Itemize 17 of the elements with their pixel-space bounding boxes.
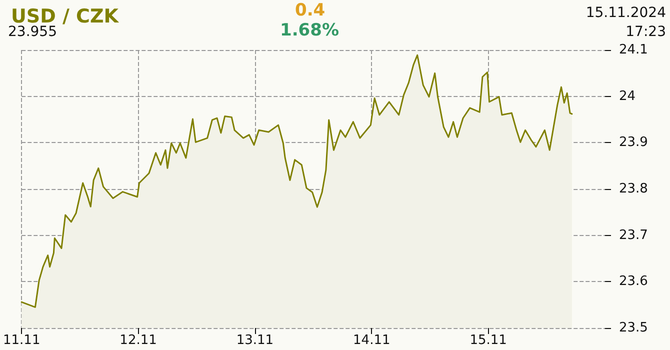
y-tick-label: 24.1 xyxy=(619,42,648,58)
y-tick-label: 23.5 xyxy=(619,320,648,336)
text: 0.4 xyxy=(294,0,326,20)
x-tick-label: 13.11 xyxy=(236,333,274,348)
text: 17:23 xyxy=(626,24,666,40)
text: 15.11.2024 xyxy=(586,5,666,21)
x-tick-label: 11.11 xyxy=(3,333,40,348)
x-tick-label: 12.11 xyxy=(120,333,157,348)
text: 1.68% xyxy=(280,20,339,40)
x-tick-label: 14.11 xyxy=(353,333,390,348)
y-tick-label: 24 xyxy=(619,88,636,104)
text: 23.955 xyxy=(8,24,57,40)
y-tick-label: 23.8 xyxy=(619,182,648,196)
y-tick-label: 23.6 xyxy=(619,274,648,290)
y-tick-label: 23.7 xyxy=(619,228,648,243)
x-tick-label: 15.11 xyxy=(470,333,507,348)
y-tick-label: 23.9 xyxy=(619,135,648,150)
